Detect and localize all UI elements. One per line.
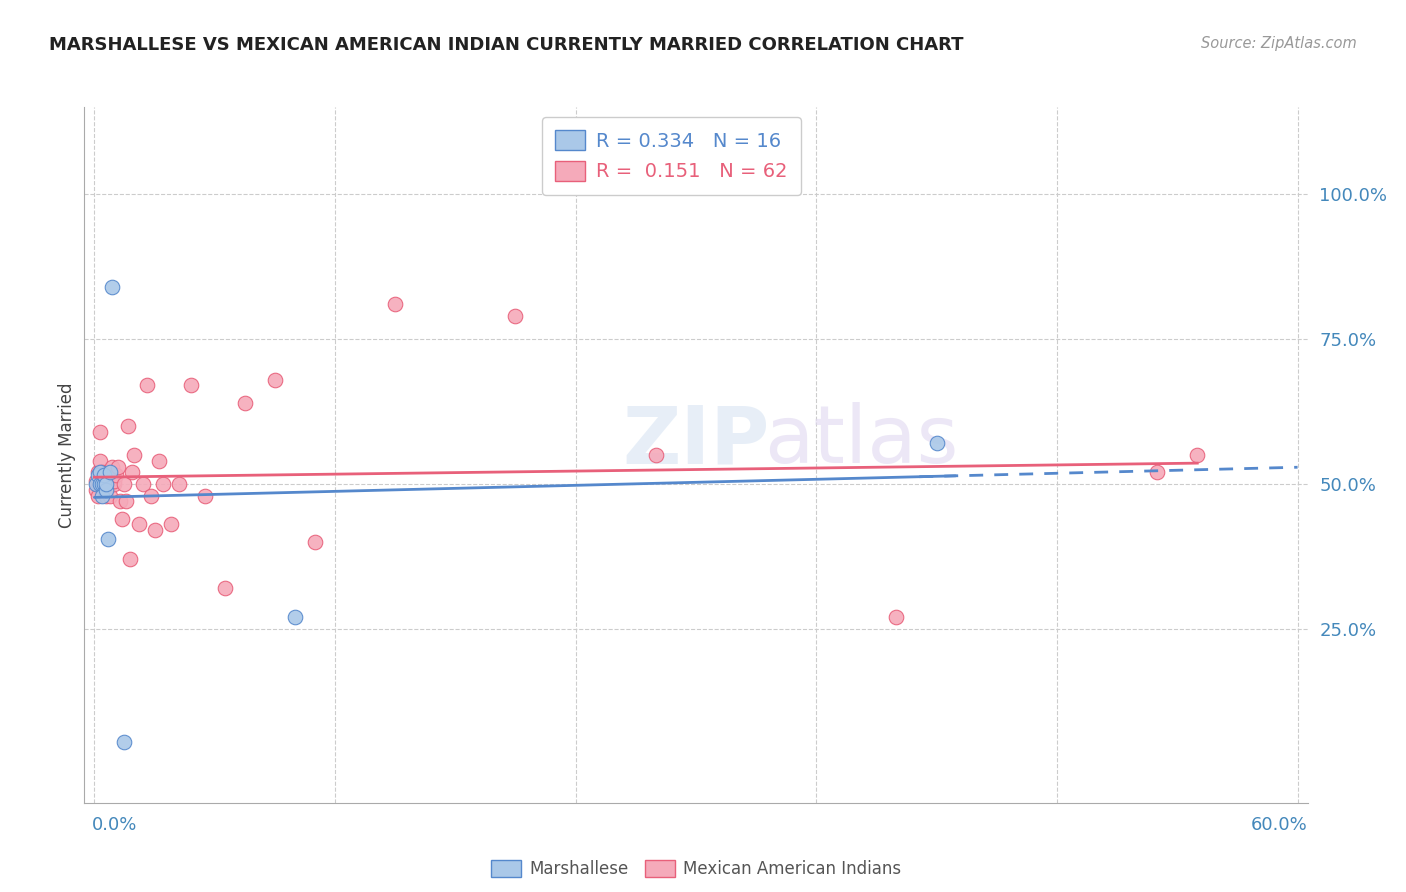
Point	[96, 483, 118, 497]
Point	[97, 471, 120, 485]
Point	[100, 489, 122, 503]
Point	[93, 474, 115, 488]
Point	[505, 309, 527, 323]
Point	[925, 436, 948, 450]
Point	[93, 468, 115, 483]
Point	[86, 483, 108, 497]
Point	[87, 489, 110, 503]
Point	[131, 476, 153, 491]
Point	[100, 476, 122, 491]
Point	[101, 459, 124, 474]
Point	[100, 466, 122, 480]
Point	[87, 466, 110, 480]
Point	[87, 476, 110, 491]
Point	[96, 466, 118, 480]
Point	[96, 489, 118, 503]
Point	[91, 466, 114, 480]
Point	[97, 532, 120, 546]
Point	[93, 476, 115, 491]
Point	[93, 471, 115, 485]
Point	[96, 476, 118, 491]
Point	[87, 468, 110, 483]
Point	[159, 517, 181, 532]
Point	[143, 523, 166, 537]
Point	[886, 610, 908, 624]
Point	[89, 453, 111, 467]
Point	[214, 582, 236, 596]
Point	[110, 494, 132, 508]
Point	[111, 511, 134, 525]
Point	[89, 476, 111, 491]
Point	[97, 468, 120, 483]
Text: 0.0%: 0.0%	[91, 816, 136, 834]
Point	[96, 476, 118, 491]
Point	[100, 466, 122, 480]
Text: atlas: atlas	[763, 402, 959, 480]
Point	[263, 373, 285, 387]
Point	[91, 489, 114, 503]
Point	[284, 610, 307, 624]
Point	[91, 476, 114, 491]
Text: 60.0%: 60.0%	[1251, 816, 1308, 834]
Point	[91, 476, 114, 491]
Point	[120, 552, 142, 566]
Point	[93, 476, 115, 491]
Point	[107, 459, 129, 474]
Point	[115, 494, 138, 508]
Point	[89, 466, 111, 480]
Point	[124, 448, 146, 462]
Point	[86, 476, 108, 491]
Text: Source: ZipAtlas.com: Source: ZipAtlas.com	[1201, 36, 1357, 51]
Point	[103, 476, 125, 491]
Point	[139, 489, 162, 503]
Point	[89, 425, 111, 439]
Point	[1146, 466, 1168, 480]
Point	[97, 476, 120, 491]
Point	[180, 378, 202, 392]
Point	[167, 476, 190, 491]
Point	[117, 418, 139, 433]
Point	[121, 466, 143, 480]
Point	[128, 517, 150, 532]
Point	[105, 468, 128, 483]
Point	[97, 476, 120, 491]
Point	[233, 395, 256, 409]
Point	[89, 476, 111, 491]
Text: MARSHALLESE VS MEXICAN AMERICAN INDIAN CURRENTLY MARRIED CORRELATION CHART: MARSHALLESE VS MEXICAN AMERICAN INDIAN C…	[49, 36, 963, 54]
Point	[644, 448, 666, 462]
Point	[384, 297, 406, 311]
Point	[135, 378, 157, 392]
Text: ZIP: ZIP	[623, 402, 769, 480]
Point	[1187, 448, 1209, 462]
Point	[86, 474, 108, 488]
Y-axis label: Currently Married: Currently Married	[58, 382, 76, 528]
Point	[152, 476, 174, 491]
Point	[114, 476, 136, 491]
Point	[304, 534, 326, 549]
Legend: Marshallese, Mexican American Indians: Marshallese, Mexican American Indians	[484, 854, 908, 885]
Point	[114, 735, 136, 749]
Point	[96, 476, 118, 491]
Point	[89, 466, 111, 480]
Point	[91, 480, 114, 494]
Point	[103, 474, 125, 488]
Point	[101, 468, 124, 483]
Point	[93, 483, 115, 497]
Point	[194, 489, 217, 503]
Point	[148, 453, 170, 467]
Point	[101, 280, 124, 294]
